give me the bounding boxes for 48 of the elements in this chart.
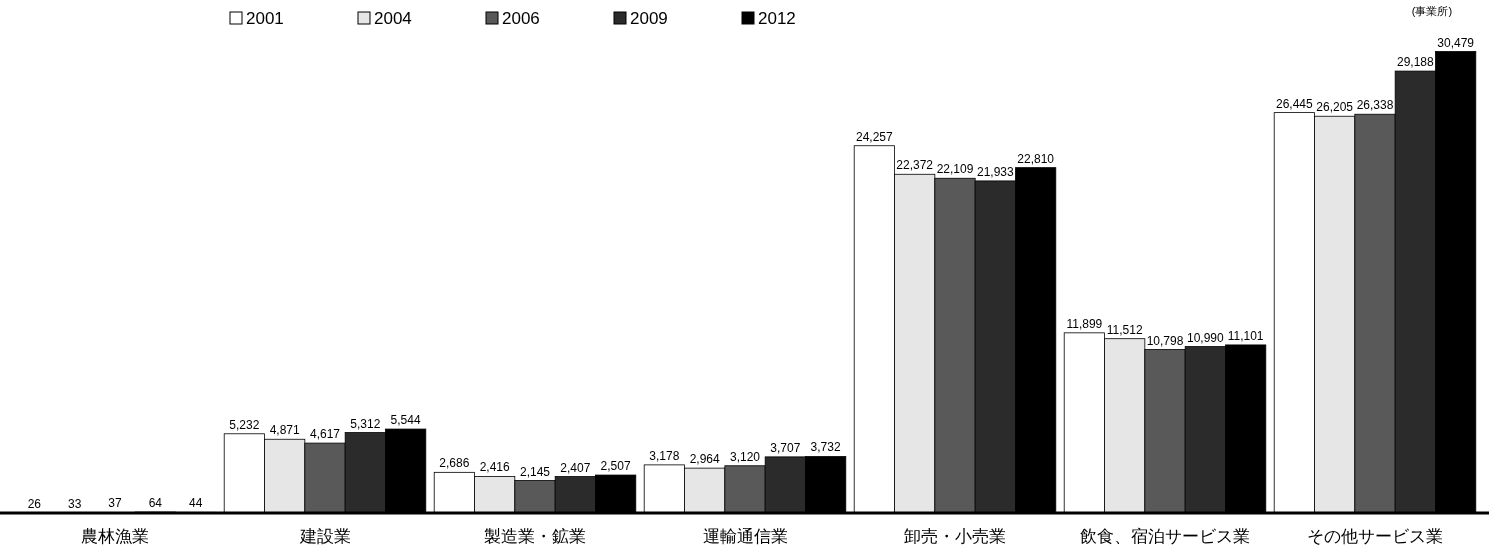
data-label: 33 xyxy=(68,496,82,511)
x-tick-label: 飲食、宿泊サービス業 xyxy=(1080,527,1250,546)
x-tick-label: 農林漁業 xyxy=(81,527,149,546)
data-label: 2,507 xyxy=(600,459,631,474)
data-label: 3,732 xyxy=(810,440,841,455)
data-label: 26,445 xyxy=(1276,96,1314,111)
legend-label: 2012 xyxy=(758,9,796,28)
data-label: 2,416 xyxy=(479,460,511,475)
data-label: 5,312 xyxy=(350,416,381,431)
data-label: 22,372 xyxy=(896,158,934,173)
x-tick-label: 建設業 xyxy=(298,527,351,546)
text: (事業所) xyxy=(1411,5,1453,17)
data-label: 4,871 xyxy=(269,423,301,438)
x-tick-label: 製造業・鉱業 xyxy=(484,527,586,546)
data-label: 2,686 xyxy=(439,456,470,471)
legend-label: 2009 xyxy=(630,9,668,28)
data-label: 4,617 xyxy=(309,427,341,442)
legend-label: 2004 xyxy=(374,9,412,28)
legend-label: 2001 xyxy=(246,9,284,28)
data-label: 11,512 xyxy=(1106,322,1143,337)
data-label: 11,899 xyxy=(1066,316,1103,331)
data-label: 3,120 xyxy=(729,449,761,464)
x-tick-label: その他サービス業 xyxy=(1307,527,1443,546)
data-label: 5,232 xyxy=(229,417,260,432)
data-label: 11,101 xyxy=(1227,328,1264,343)
data-label: 44 xyxy=(188,496,203,511)
data-label: 26,205 xyxy=(1316,100,1354,115)
data-label: 26,338 xyxy=(1356,98,1394,113)
data-label: 3,707 xyxy=(770,440,801,455)
x-tick-label: 運輸通信業 xyxy=(702,527,788,546)
data-label: 26 xyxy=(27,496,42,511)
legend-label: 2006 xyxy=(502,9,540,28)
data-label: 2,407 xyxy=(560,460,591,475)
x-tick-label: 卸売・小売業 xyxy=(904,527,1006,546)
data-label: 24,257 xyxy=(856,129,894,144)
data-label: 2,964 xyxy=(689,452,721,467)
data-label: 22,810 xyxy=(1017,151,1055,166)
data-label: 21,933 xyxy=(976,164,1014,179)
data-label: 3,178 xyxy=(649,448,680,463)
data-label: 10,798 xyxy=(1146,333,1184,348)
data-label: 10,990 xyxy=(1186,330,1224,345)
data-label: 22,109 xyxy=(936,162,974,177)
data-label: 2,145 xyxy=(519,464,551,479)
data-label: 30,479 xyxy=(1437,35,1475,50)
data-label: 29,188 xyxy=(1396,55,1434,70)
data-label: 37 xyxy=(108,496,122,511)
data-label: 5,544 xyxy=(390,413,421,428)
data-label: 64 xyxy=(148,496,163,511)
